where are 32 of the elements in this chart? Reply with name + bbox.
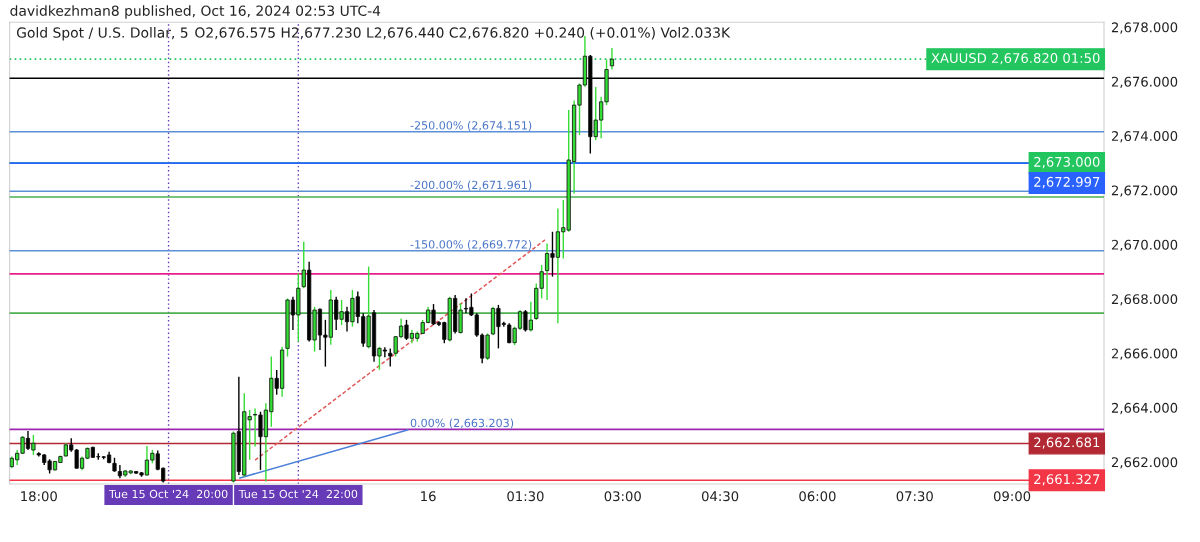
y-tick-label: 2,662.000 <box>1111 457 1178 469</box>
x-tick-label: 03:00 <box>604 491 641 502</box>
ref-line-label: 2,672.997 <box>1034 176 1100 189</box>
x-tick-label: 01:30 <box>507 491 544 502</box>
ref-line-label: 2,662.681 <box>1034 437 1100 449</box>
y-tick-label: 2,666.000 <box>1111 348 1178 360</box>
x-tick-label: 16 <box>421 491 436 502</box>
y-tick-label: 2,664.000 <box>1111 402 1178 415</box>
annotation: -250.00% (2,674.151) <box>410 120 532 131</box>
y-tick-label: 2,668.000 <box>1111 294 1178 306</box>
ref-line-label: 2,661.327 <box>1034 474 1100 486</box>
x-tick-label: 09:00 <box>993 491 1031 502</box>
ref-line-label: Tue 15 Oct '24 22:00 <box>238 489 358 499</box>
ref-line-label: 2,673.000 <box>1034 156 1100 169</box>
y-tick-label: 2,674.000 <box>1111 131 1178 143</box>
y-tick-label: 2,678.000 <box>1111 22 1178 34</box>
y-tick-label: 2,670.000 <box>1111 239 1178 252</box>
y-tick-label: 2,672.000 <box>1111 185 1178 197</box>
annotation: -200.00% (2,671.961) <box>410 180 532 191</box>
x-tick-label: 06:00 <box>799 491 836 502</box>
annotation: 0.00% (2,663.203) <box>410 418 514 429</box>
chart-subtitle: O2,676.575 H2,677.230 L2,676.440 C2,676.820 +0.240 (+0.01%) Vol2.033K <box>195 27 731 40</box>
x-tick-label: 07:30 <box>896 491 933 502</box>
y-tick-label: 2,676.000 <box>1111 76 1178 89</box>
annotation: -150.00% (2,669.772) <box>410 240 532 250</box>
candlestick <box>609 47 615 71</box>
ref-line-label: Tue 15 Oct '24 20:00 <box>108 489 228 499</box>
text: davidkezhman8 published, Oct 16, 2024 02:53 UTC-4 <box>10 5 381 19</box>
x-tick-label: 04:30 <box>701 491 739 502</box>
ref-line-label: XAUUSD 2,676.820 01:50 <box>931 53 1100 65</box>
x-tick-label: 18:00 <box>21 491 57 502</box>
chart-title: Gold Spot / U.S. Dollar, 5 <box>16 27 188 41</box>
